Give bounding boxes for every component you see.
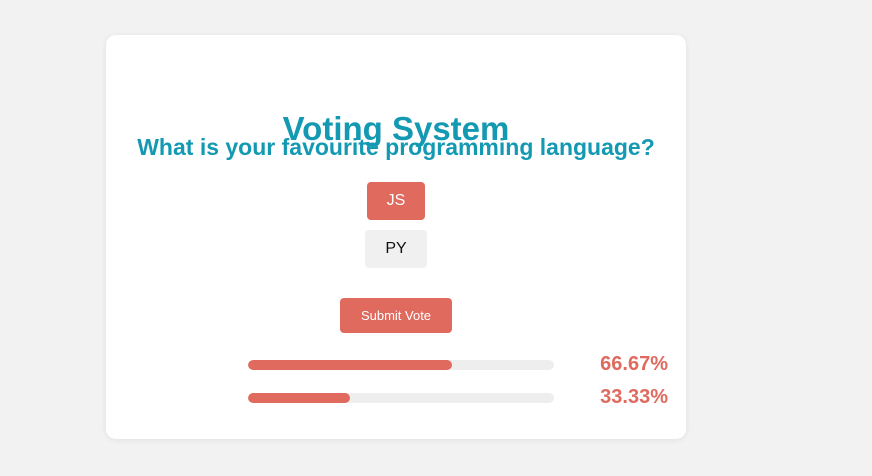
page-title: Voting System [282,110,510,147]
progress-track [248,360,554,370]
progress-fill [248,393,350,403]
progress-fill [248,360,452,370]
result-percent: 33.33% [600,386,668,408]
poll-question: What is your favourite programming langu… [137,134,655,160]
submit-vote-button[interactable]: Submit Vote [340,298,452,333]
option-button-py[interactable]: PY [365,230,427,268]
progress-track [248,393,554,403]
option-button-js[interactable]: JS [367,182,425,220]
poll-card: Voting System What is your favourite pro… [106,35,686,439]
result-row-js: 66.67% [248,352,668,376]
result-percent: 66.67% [600,353,668,375]
result-row-py: 33.33% [248,385,668,409]
